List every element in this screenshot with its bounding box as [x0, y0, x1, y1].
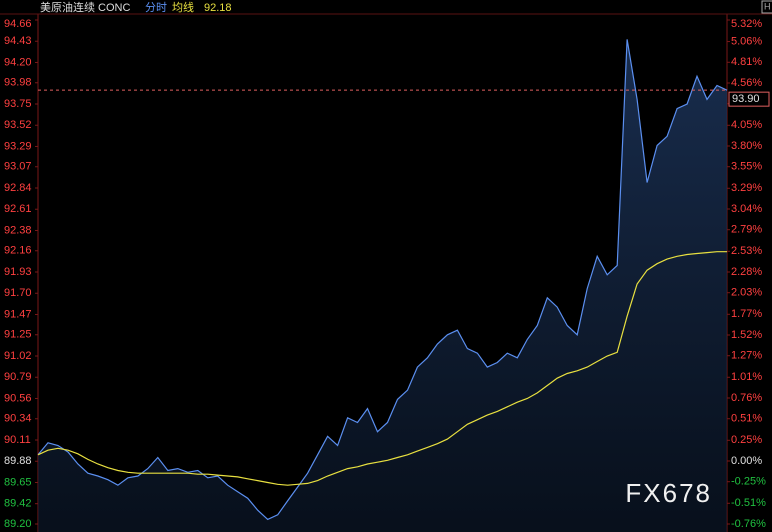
y2-tick-label: -0.76%	[731, 518, 766, 530]
y2-tick-label: 0.51%	[731, 413, 762, 425]
y-tick-label: 92.84	[4, 182, 32, 194]
y-tick-label: 94.66	[4, 18, 32, 30]
y2-tick-label: 1.01%	[731, 371, 762, 383]
y2-tick-label: 3.04%	[731, 203, 762, 215]
reference-label-box	[728, 91, 770, 107]
y-tick-label: 93.29	[4, 140, 32, 152]
y2-tick-label: 5.06%	[731, 35, 762, 47]
y-tick-label: 90.34	[4, 413, 32, 425]
chart-title: 美原油连续 CONC	[40, 0, 130, 14]
y2-tick-label: 3.55%	[731, 161, 762, 173]
y2-tick-label: 2.28%	[731, 266, 762, 278]
y2-tick-label: 1.27%	[731, 350, 762, 362]
legend-entry: 分时	[145, 1, 167, 14]
y2-tick-label: 4.81%	[731, 56, 762, 68]
y-tick-label: 89.65	[4, 476, 32, 488]
y-tick-label: 91.02	[4, 350, 32, 362]
y-tick-label: 92.61	[4, 203, 32, 215]
y-tick-label: 90.11	[4, 434, 31, 446]
price-line	[37, 39, 728, 521]
y-tick-label: 91.25	[4, 329, 32, 341]
y-tick-label: 89.88	[4, 455, 32, 467]
y2-tick-label: 1.77%	[731, 308, 762, 320]
y-tick-label: 91.70	[4, 287, 32, 299]
y2-tick-label: -0.51%	[731, 497, 766, 509]
y-tick-label: 94.43	[4, 35, 32, 47]
y2-tick-label: 2.03%	[731, 287, 762, 299]
y-tick-label: 93.52	[4, 119, 32, 131]
y-tick-label: 93.98	[4, 77, 32, 89]
avg-line	[37, 251, 727, 486]
y2-tick-label: -0.25%	[731, 476, 766, 488]
y2-tick-label: 5.32%	[731, 18, 762, 30]
y2-tick-label: 2.53%	[731, 245, 762, 257]
y2-tick-label: 1.52%	[731, 329, 762, 341]
window-button-label: H	[764, 1, 771, 11]
y-tick-label: 93.07	[4, 161, 32, 173]
y2-tick-label: 0.25%	[731, 434, 762, 446]
y-tick-label: 89.20	[4, 518, 32, 530]
y2-tick-label: 0.00%	[731, 455, 762, 467]
y-tick-label: 90.56	[4, 392, 32, 404]
y-tick-label: 94.20	[4, 56, 32, 68]
legend-entry: 均线	[172, 0, 194, 14]
y-tick-label: 93.75	[4, 98, 32, 110]
y-tick-label: 92.16	[4, 245, 32, 257]
window-button[interactable]	[761, 0, 772, 14]
y2-tick-label: 4.56%	[731, 77, 762, 89]
y2-tick-label: 0.76%	[731, 392, 762, 404]
y2-tick-label: 3.29%	[731, 182, 762, 194]
y2-tick-label: 2.79%	[731, 224, 762, 236]
y-tick-label: 91.47	[4, 308, 32, 320]
y-tick-label: 89.42	[4, 498, 32, 510]
avg-value: 92.18	[204, 2, 232, 14]
reference-label: 93.90	[732, 93, 760, 105]
watermark: FX678	[625, 478, 712, 508]
y2-tick-label: 3.80%	[731, 140, 762, 152]
y-tick-label: 90.79	[4, 371, 32, 383]
price-area	[38, 39, 727, 532]
y-tick-label: 91.93	[4, 266, 32, 278]
y2-tick-label: 4.05%	[731, 119, 762, 131]
y-tick-label: 92.38	[4, 224, 32, 236]
